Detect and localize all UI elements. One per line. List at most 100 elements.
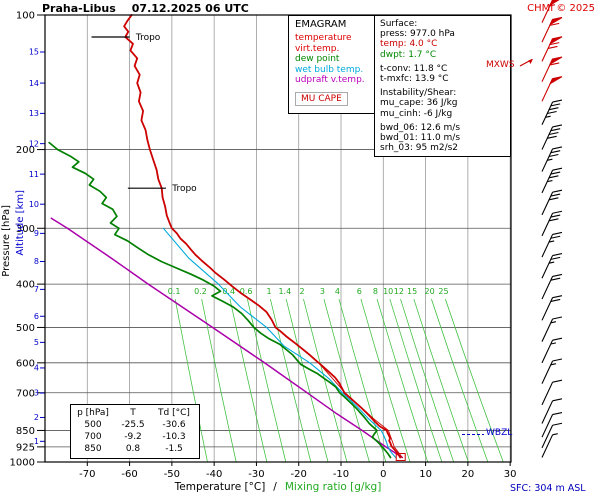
temperature-tick-label: -50 (164, 469, 180, 480)
temperature-tick-label: -60 (121, 469, 137, 480)
table-header-cell: Td [°C] (158, 408, 190, 418)
altitude-tick-label: 5 (34, 338, 39, 347)
table-cell: 850 (84, 444, 102, 454)
altitude-tick-label: 8 (34, 257, 39, 266)
wind-barb (541, 56, 563, 82)
altitude-tick-label: 9 (34, 229, 39, 238)
wind-barb (541, 124, 563, 150)
wind-barb (541, 422, 563, 449)
mixing-ratio-label: 20 (425, 287, 435, 296)
altitude-tick-label: 6 (34, 312, 39, 321)
altitude-tick-label: 12 (29, 139, 39, 148)
legend: EMAGRAM temperature virt.temp. dew point we… (288, 15, 375, 114)
altitude-tick-label: 1 (34, 437, 39, 446)
mixing-ratio-label: 2 (300, 287, 305, 296)
table-cell: -1.5 (165, 444, 183, 454)
altitude-tick-label: 4 (34, 364, 39, 373)
wind-barb (541, 76, 563, 102)
level-data-table: p [hPa] T Td [°C] 500 -25.5 -30.6 700 -9.2 -10.3… (70, 404, 200, 459)
wind-barbs (541, 0, 563, 458)
altitude-tick-label: 15 (29, 48, 39, 57)
wind-barb (541, 99, 563, 125)
temperature-tick-label: -30 (248, 469, 264, 480)
info-line: mu_cape: 36 J/kg (380, 98, 458, 109)
surface-info-panel: Surface: press: 977.0 hPa temp: 4.0 °C dwpt… (374, 15, 511, 157)
legend-item: udpraft v.temp. (295, 75, 365, 85)
table-grid: p [hPa] T Td [°C] 500 -25.5 -30.6 700 -9.2 -10.3… (71, 407, 199, 455)
mixing-ratio-axis-label: Mixing ratio [g/kg] (284, 481, 382, 493)
mixing-ratio-label: 0.6 (240, 287, 253, 296)
pressure-tick-label: 700 (16, 388, 35, 399)
table-cell: -25.5 (121, 420, 145, 430)
mixing-ratio-label: 25 (438, 287, 448, 296)
info-line: mu_cinh: -6 J/kg (380, 108, 453, 119)
temperature-tick-label: 20 (462, 469, 475, 480)
mixing-ratio-label: 6 (357, 287, 362, 296)
table-cell: -10.3 (162, 432, 186, 442)
pressure-axis-label: Pressure [hPa] (1, 205, 12, 277)
info-line: t-mxfc: 13.9 °C (380, 74, 449, 85)
wind-barb (541, 189, 563, 216)
temperature-tick-label: -10 (333, 469, 349, 480)
plot-border (44, 14, 512, 463)
pressure-tick-label: 600 (16, 358, 35, 369)
info-line: dwpt: 1.7 °C (380, 49, 437, 60)
pressure-tick-label: 300 (16, 224, 35, 235)
x-axis-labels: Temperature [°C] / Mixing ratio [g/kg] (45, 481, 511, 493)
info-line: Instability/Shear: (380, 88, 457, 99)
legend-item: temperature (295, 33, 352, 43)
pressure-tick-label: 500 (16, 323, 35, 334)
wind-barb (541, 253, 563, 279)
temperature-tick-label: -20 (291, 469, 307, 480)
mixing-ratio-label: 0.2 (194, 287, 207, 296)
altitude-axis-label: Altitude [km] (15, 190, 26, 256)
wet-bulb-temp--curve (162, 227, 397, 459)
temperature-tick-label: 10 (419, 469, 432, 480)
temperature-tick-label: -40 (206, 469, 222, 480)
surface-marker (395, 452, 406, 461)
altitude-tick-label: 11 (29, 170, 39, 179)
wind-barb (541, 411, 563, 438)
mixing-ratio-label: 8 (373, 287, 378, 296)
mixing-ratio-label: 3 (320, 287, 325, 296)
pressure-tick-label: 1000 (10, 458, 35, 469)
wind-barb (541, 398, 563, 424)
temperature-curve (123, 14, 402, 459)
wind-barb (541, 337, 563, 364)
altitude-tick-label: 13 (29, 109, 39, 118)
mu-cape-label: MU CAPE (295, 91, 348, 106)
mixing-ratio-label: 1.4 (278, 287, 291, 296)
dew-point-curve (48, 141, 392, 459)
table-header-cell: T (130, 408, 136, 418)
wind-barb (541, 210, 563, 237)
legend-item: virt.temp. (295, 43, 340, 54)
wind-barb (541, 316, 563, 342)
wbzl-label: WBZL (486, 428, 513, 438)
wind-barb (541, 295, 563, 321)
wind-barb (541, 433, 558, 458)
sounding-datetime: 07.12.2025 06 UTC (131, 2, 249, 15)
table-cell: 700 (84, 432, 102, 442)
wind-barb (541, 146, 563, 172)
pressure-tick-label: 400 (16, 280, 35, 291)
legend-item-list: temperature virt.temp. dew point wet bulb t… (295, 33, 374, 86)
wind-barb (541, 273, 563, 300)
table-header-cell: p [hPa] (77, 408, 109, 418)
mixing-ratio-label: 1 (267, 287, 272, 296)
info-line: temp: 4.0 °C (380, 39, 438, 50)
mixing-ratio-label: 0.1 (168, 287, 181, 296)
info-line: Surface: (380, 19, 418, 29)
page-title: Praha-Libus 07.12.2025 06 UTC (42, 2, 249, 15)
temperature-tick-label: -70 (79, 469, 95, 480)
mixing-ratio-label: 15 (407, 287, 417, 296)
wind-barb (541, 358, 563, 384)
station-name: Praha-Libus (42, 2, 116, 15)
axis-label-separator: / (273, 481, 277, 493)
mixing-ratio-lines: 0.1 0.2 0.4 0.6 1 1.4 2 3 4 6 8 10 12 15 20 25 (168, 287, 504, 463)
pressure-tick-label: 100 (16, 11, 35, 22)
tropo-label: Tropo (135, 33, 161, 43)
mixing-ratio-label: 12 (394, 287, 404, 296)
